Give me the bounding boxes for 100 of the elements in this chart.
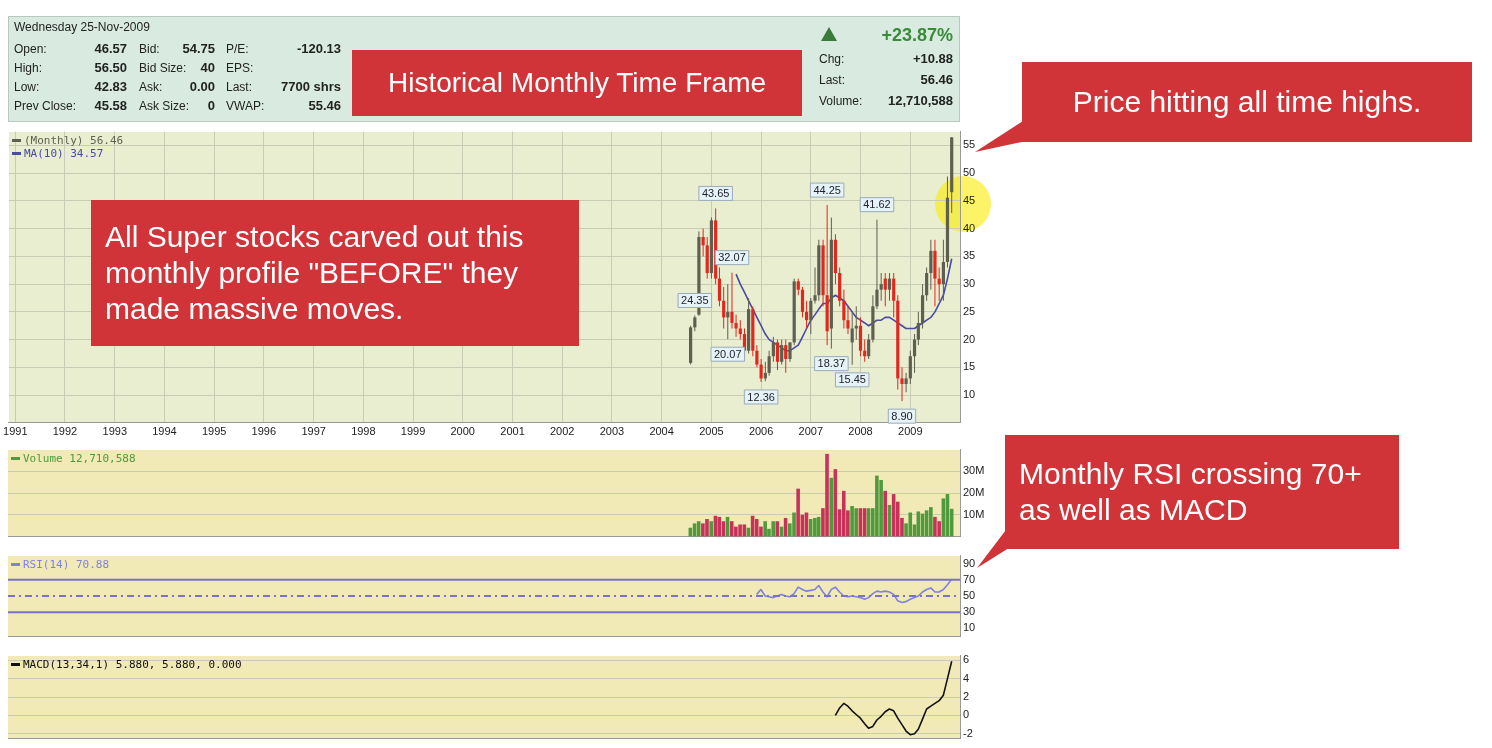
- text: 56.46: [920, 72, 953, 87]
- x-tick-label: 2003: [599, 425, 625, 438]
- y-tick-label: 0: [963, 708, 970, 721]
- text: Prev Close:: [14, 99, 77, 113]
- candlestick: [900, 366, 904, 402]
- x-tick-label: 2006: [748, 425, 774, 438]
- annotation: 32.07: [718, 251, 746, 264]
- bar: [717, 516, 722, 537]
- bar: [875, 475, 879, 537]
- text: Open:: [14, 42, 47, 56]
- candlestick: [771, 336, 775, 363]
- text: 0: [207, 98, 215, 113]
- bar: [841, 490, 846, 537]
- candlestick: [780, 339, 784, 366]
- text: 42.83: [94, 79, 127, 94]
- candlestick: [867, 333, 871, 360]
- x-tick-label: 2001: [500, 425, 525, 438]
- bar: [825, 453, 829, 537]
- y-tick-label: 55: [963, 138, 976, 151]
- legend-label: MACD(13,34,1) 5.880, 5.880, 0.000: [23, 657, 242, 671]
- text: Low:: [14, 80, 40, 94]
- y-tick-label: -2: [963, 726, 973, 739]
- candlestick: [842, 289, 846, 330]
- text: 12,710,588: [887, 93, 953, 108]
- text: Price hitting all time highs.: [1022, 62, 1472, 142]
- text: 0.00: [189, 79, 215, 94]
- bar: [854, 508, 858, 537]
- x-tick-label: 2007: [798, 425, 824, 438]
- text: 56.50: [94, 60, 127, 75]
- x-tick-label: 2005: [699, 425, 724, 438]
- candlestick: [925, 266, 929, 302]
- y-tick-label: 10: [963, 621, 976, 634]
- y-tick-label: 70: [963, 572, 976, 585]
- bar: [908, 512, 913, 537]
- y-tick-label: 20M: [963, 486, 985, 499]
- text: Ask Size:: [139, 99, 190, 113]
- text: Wednesday 25-Nov-2009: [14, 20, 150, 34]
- bar: [701, 523, 705, 537]
- bar: [754, 519, 759, 537]
- text: Historical Monthly Time Frame: [352, 50, 802, 116]
- bar: [883, 490, 887, 537]
- x-tick-label: 2008: [848, 425, 873, 438]
- text: Last:: [819, 73, 846, 87]
- y-tick-label: 10: [963, 388, 976, 401]
- text: +10.88: [912, 51, 953, 66]
- text: VWAP:: [226, 99, 265, 113]
- text: 55.46: [308, 98, 341, 113]
- annotation: 41.62: [863, 198, 891, 211]
- bar: [705, 519, 709, 537]
- x-tick-label: 1994: [152, 425, 177, 438]
- y-tick-label: 50: [963, 166, 976, 179]
- legend-label: (Monthly) 56.46: [23, 133, 124, 147]
- text: 45.58: [94, 98, 127, 113]
- y-tick-label: 40: [963, 221, 976, 234]
- text: Volume:: [819, 94, 863, 108]
- candlestick: [892, 272, 896, 318]
- annotation: 20.07: [714, 347, 742, 360]
- legend-label: RSI(14) 70.88: [23, 557, 110, 571]
- annotation: 24.35: [681, 294, 709, 306]
- candlestick: [887, 272, 892, 302]
- bar: [929, 507, 933, 537]
- candlestick: [904, 372, 908, 393]
- bar: [709, 521, 713, 537]
- y-tick-label: 4: [963, 671, 970, 684]
- candlestick: [916, 311, 920, 346]
- y-tick-label: 20: [963, 332, 976, 345]
- y-tick-label: 15: [963, 360, 976, 373]
- legend-label: Volume 12,710,588: [23, 451, 136, 465]
- annotation: 18.37: [817, 357, 846, 370]
- x-tick-label: 2000: [450, 425, 475, 438]
- candlestick: [941, 239, 945, 302]
- text: Last:: [226, 80, 253, 94]
- text: P/E:: [226, 42, 249, 56]
- candlestick: [912, 333, 917, 374]
- bar: [771, 521, 775, 537]
- candlestick: [883, 272, 887, 307]
- bar: [850, 506, 854, 537]
- bar: [738, 524, 742, 537]
- text: 54.75: [182, 41, 215, 56]
- x-tick-label: 1995: [201, 425, 227, 438]
- bar: [829, 477, 834, 537]
- text: Monthly RSI crossing 70+ as well as MACD: [1005, 435, 1399, 549]
- text: EPS:: [226, 61, 254, 75]
- annotation: 44.25: [813, 183, 841, 196]
- candlestick: [717, 266, 722, 307]
- text: 40: [200, 60, 215, 75]
- text: Chg:: [819, 52, 845, 66]
- annotation: 8.90: [891, 409, 913, 422]
- x-tick-label: 1998: [351, 425, 376, 438]
- bar: [763, 521, 767, 537]
- candlestick: [788, 341, 792, 363]
- bar: [729, 521, 734, 537]
- y-tick-label: 30: [963, 605, 976, 618]
- text: 7700 shrs: [281, 79, 341, 94]
- x-tick-label: 2004: [649, 425, 674, 438]
- x-tick-label: 1993: [102, 425, 128, 438]
- x-tick-label: 1992: [52, 425, 78, 438]
- y-tick-label: 35: [963, 249, 976, 262]
- bar: [796, 488, 800, 537]
- bar: [813, 517, 817, 537]
